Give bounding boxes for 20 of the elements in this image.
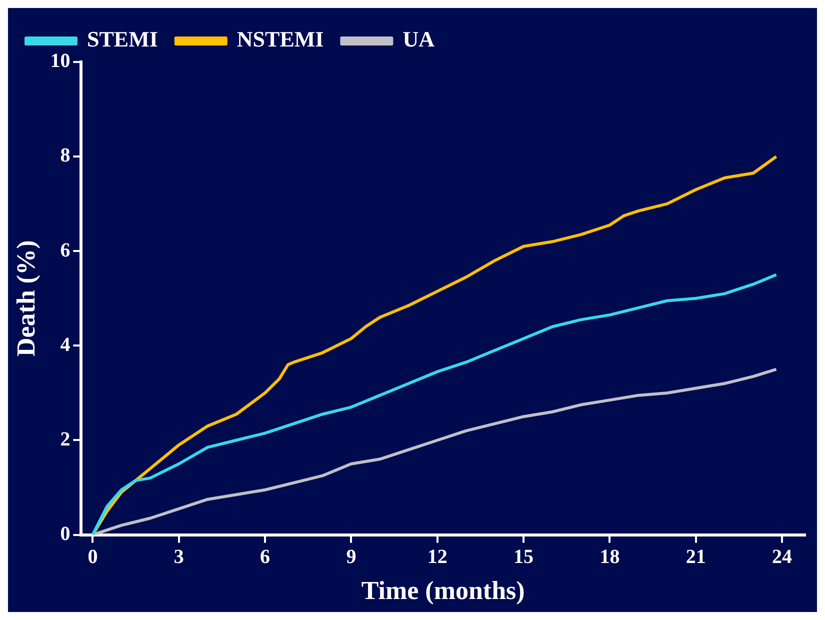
x-tick-label: 0 (88, 546, 98, 568)
y-tick-label: 2 (60, 428, 70, 450)
y-axis-title: Death (%) (11, 240, 40, 357)
y-tick-label: 0 (60, 522, 70, 545)
x-axis-title: Time (months) (361, 576, 525, 606)
x-tick-label: 21 (686, 546, 706, 568)
x-tick-label: 9 (346, 546, 356, 568)
y-tick-label: 6 (60, 239, 70, 262)
x-tick-label: 15 (514, 546, 534, 568)
y-tick-label: 10 (50, 50, 70, 72)
x-tick-label: 3 (174, 546, 184, 568)
legend-label: UA (402, 26, 435, 52)
y-tick-label: 8 (60, 144, 70, 167)
legend-label: NSTEMI (236, 26, 324, 52)
x-tick-label: 12 (427, 546, 448, 568)
x-tick-label: 6 (260, 546, 270, 568)
y-tick-label: 4 (60, 334, 70, 356)
x-tick-label: 24 (772, 546, 792, 568)
legend-label: STEMI (87, 26, 158, 52)
x-tick-label: 18 (600, 546, 620, 568)
